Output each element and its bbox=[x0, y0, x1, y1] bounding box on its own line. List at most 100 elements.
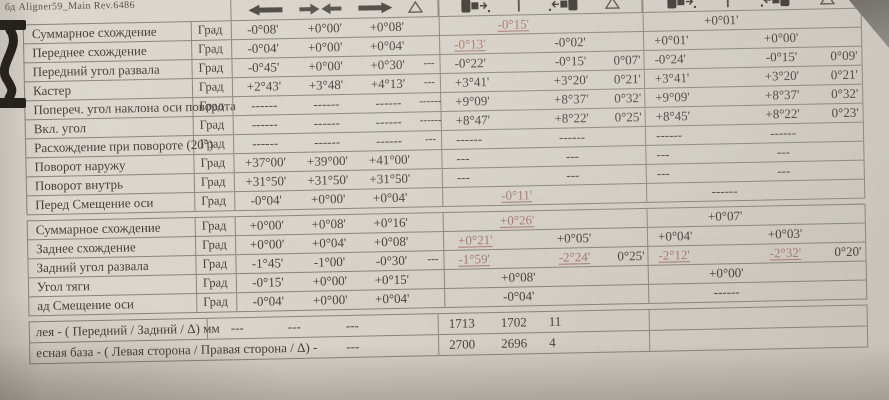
row-label: ад Смещение оси bbox=[29, 293, 198, 316]
measured-right-value: +8°22' bbox=[554, 110, 589, 126]
report-title: бд Aligner59_Main Rev.6486 bbox=[4, 0, 136, 14]
measured-value: ------ bbox=[713, 284, 740, 300]
measured-right-value: +8°37' bbox=[553, 91, 589, 107]
diff-value bbox=[613, 227, 649, 247]
spec-value: +0°04' bbox=[372, 189, 408, 206]
measured-left-value: +0°21' bbox=[457, 232, 493, 248]
spec-value: +39°00' bbox=[306, 152, 349, 169]
row-label: Угол тяги bbox=[28, 274, 198, 297]
measured-right-value: +8°22' bbox=[765, 105, 800, 122]
spec-value: +0°04' bbox=[311, 234, 347, 251]
spec-value: ------ bbox=[375, 113, 402, 130]
spec-value: +41°00' bbox=[368, 151, 411, 168]
diff-value bbox=[828, 123, 863, 142]
row-label: Суммарное схождение bbox=[23, 22, 193, 44]
spec-value bbox=[420, 150, 443, 169]
diff-value: 0°23' bbox=[831, 104, 859, 121]
unit-label: Град bbox=[196, 274, 238, 293]
toe-in-icon bbox=[297, 1, 343, 15]
spec-value: +0°30' bbox=[370, 56, 405, 73]
diff-value bbox=[612, 164, 647, 184]
measured-left-value: +8°47' bbox=[455, 112, 491, 128]
spec-value: -1°00' bbox=[313, 253, 346, 270]
unit-label: Град bbox=[195, 192, 236, 211]
spec-value: --- bbox=[418, 74, 442, 93]
measured-left-value: +0°01' bbox=[653, 32, 689, 48]
measured-left-value: 2700 bbox=[449, 336, 476, 352]
spec-value: ------ bbox=[375, 94, 402, 111]
spec-value: ------ bbox=[313, 115, 340, 131]
measured-left-value: -1°59' bbox=[458, 251, 490, 267]
spec-value: +0°00' bbox=[308, 58, 343, 74]
measured-left-value: ------ bbox=[455, 131, 483, 147]
unit-label: Град bbox=[195, 217, 236, 236]
spec-value: ------ bbox=[251, 116, 278, 132]
spec-value: +0°00' bbox=[307, 39, 343, 55]
table-header-icons bbox=[22, 0, 860, 24]
unit-label: Град bbox=[191, 21, 233, 41]
spec-value: -0°45' bbox=[247, 59, 280, 75]
row-label: Суммарное схождение bbox=[27, 217, 196, 240]
spec-value bbox=[417, 17, 440, 36]
diff-value: 0°21' bbox=[610, 69, 646, 89]
diff-value bbox=[612, 145, 647, 165]
diff-value bbox=[829, 161, 864, 180]
header-icon-group bbox=[642, 0, 860, 12]
measured-right-value: --- bbox=[776, 144, 791, 160]
row-label: Задний угол развала bbox=[28, 255, 197, 278]
spec-value: -0°15' bbox=[252, 274, 284, 290]
dash-value: --- bbox=[287, 318, 301, 335]
spec-value: +0°16' bbox=[373, 214, 409, 231]
row-label: Поворот наружу bbox=[26, 155, 195, 177]
empty-cell bbox=[650, 327, 867, 351]
delta-icon bbox=[604, 0, 621, 9]
measured-right-value: --- bbox=[566, 167, 580, 183]
spec-value: +0°15' bbox=[374, 271, 410, 288]
delta-icon bbox=[819, 0, 836, 5]
spec-value bbox=[420, 169, 444, 188]
diff-value: 4 bbox=[544, 330, 651, 353]
spec-value: +0°00' bbox=[249, 217, 285, 233]
diff-value: 0°25' bbox=[614, 246, 649, 266]
spec-value: -0°30' bbox=[375, 252, 408, 269]
spec-value: +0°00' bbox=[312, 291, 348, 308]
spec-value: ------ bbox=[419, 112, 442, 131]
spec-value bbox=[417, 36, 441, 55]
spec-value bbox=[423, 288, 446, 308]
unit-label: Град bbox=[194, 154, 235, 174]
dash-value: --- bbox=[230, 320, 244, 336]
spec-value: --- bbox=[418, 55, 441, 74]
diff-value bbox=[830, 224, 865, 243]
rear-axle-table: Суммарное схождение Град +0°00' +0°08' +0°16… bbox=[26, 203, 868, 317]
measured-left-value: -0°24' bbox=[654, 51, 687, 67]
diff-value bbox=[611, 126, 647, 146]
unit-label: Град bbox=[196, 255, 237, 274]
measured-left-value: +3°41' bbox=[454, 74, 490, 90]
row-label: Расхождение при повороте (20°) bbox=[25, 136, 213, 158]
measured-value: -0°04' bbox=[445, 284, 650, 307]
diff-value bbox=[828, 142, 863, 161]
measured-right-value: -2°32' bbox=[769, 244, 802, 261]
measured-right-value: +0°00' bbox=[763, 29, 799, 46]
unit-label: Град bbox=[193, 116, 234, 136]
spec-value: +37°00' bbox=[244, 154, 287, 170]
diff-value: 0°20' bbox=[834, 243, 862, 260]
unit-label: Град bbox=[193, 97, 234, 117]
row-label: Кастер bbox=[24, 79, 194, 101]
measured-left-value: 1713 bbox=[448, 315, 475, 331]
diff-value bbox=[609, 31, 645, 51]
diff-value: 0°32' bbox=[611, 88, 646, 108]
spec-value: +2°43' bbox=[246, 78, 282, 94]
unit-label: Град bbox=[197, 293, 238, 312]
spec-value: +31°50' bbox=[245, 173, 287, 189]
axle-after-icon bbox=[548, 0, 578, 11]
measured-right-value: -0°15' bbox=[554, 53, 587, 69]
row-label: Поворот внутрь bbox=[26, 174, 196, 196]
measured-left-value: +9°09' bbox=[455, 93, 490, 109]
spec-value bbox=[422, 270, 446, 289]
header-icon-group bbox=[230, 0, 439, 21]
diff-value: 11 bbox=[544, 309, 650, 333]
spec-value: +0°04' bbox=[369, 37, 405, 54]
diff-value bbox=[826, 28, 861, 47]
measured-left-value: +9°09' bbox=[655, 89, 690, 105]
